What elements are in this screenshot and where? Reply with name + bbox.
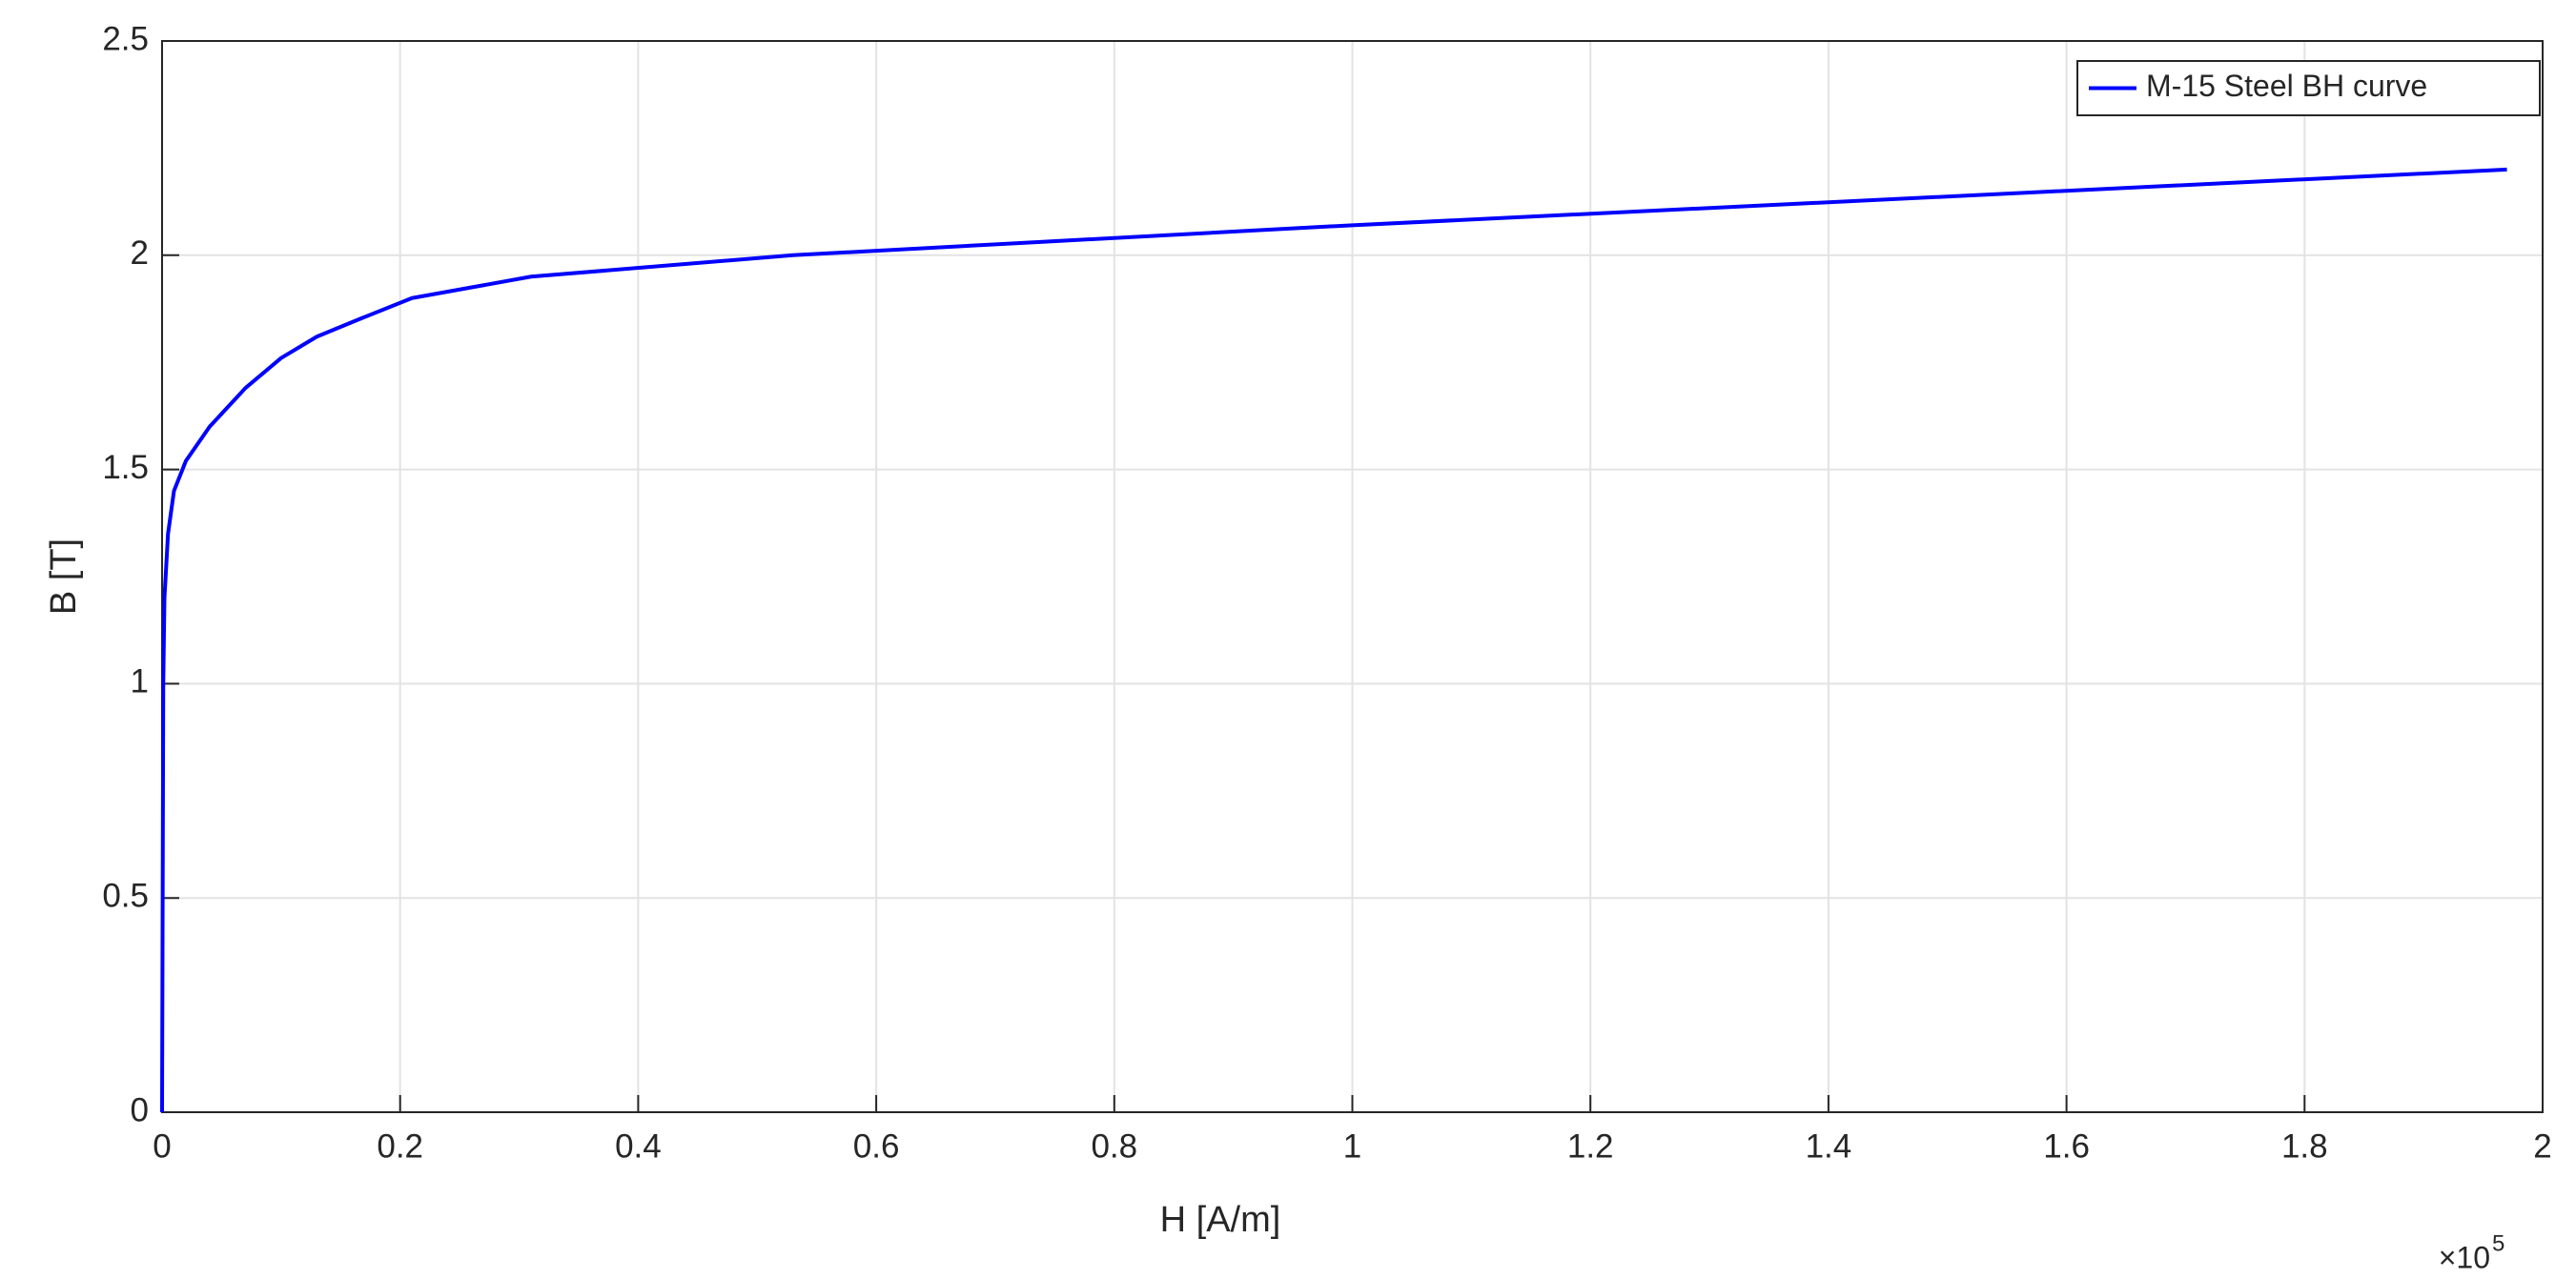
y-tick-label: 0.5	[102, 877, 149, 914]
y-axis-label: B [T]	[44, 538, 84, 615]
data-line	[160, 167, 2507, 1113]
x-tick-label: 0.8	[1091, 1127, 1137, 1165]
x-axis-label: H [A/m]	[1160, 1200, 1281, 1240]
x-tick-label: 0.6	[853, 1127, 900, 1165]
y-tick-label: 0	[131, 1091, 149, 1128]
y-tick-label: 1.5	[102, 449, 149, 486]
legend-label: M-15 Steel BH curve	[2146, 69, 2427, 103]
x-tick-label: 0.2	[377, 1127, 423, 1165]
x-tick-label: 1	[1343, 1127, 1361, 1165]
y-tick-label: 2	[131, 234, 149, 272]
x-multiplier-exponent: 5	[2492, 1230, 2504, 1256]
x-tick-label: 1.6	[2043, 1127, 2090, 1165]
x-multiplier-base: ×10	[2439, 1240, 2490, 1274]
x-tick-label: 0.4	[615, 1127, 662, 1165]
x-tick-label: 2	[2533, 1127, 2551, 1165]
x-tick-label: 0	[153, 1127, 171, 1165]
y-tick-label: 1	[131, 663, 149, 700]
y-tick-label: 2.5	[102, 20, 149, 57]
axes-box	[161, 40, 2544, 1113]
legend-box	[2076, 60, 2541, 116]
x-tick-label: 1.4	[1806, 1127, 1852, 1165]
x-tick-label: 1.2	[1567, 1127, 1614, 1165]
x-tick-label: 1.8	[2281, 1127, 2328, 1165]
